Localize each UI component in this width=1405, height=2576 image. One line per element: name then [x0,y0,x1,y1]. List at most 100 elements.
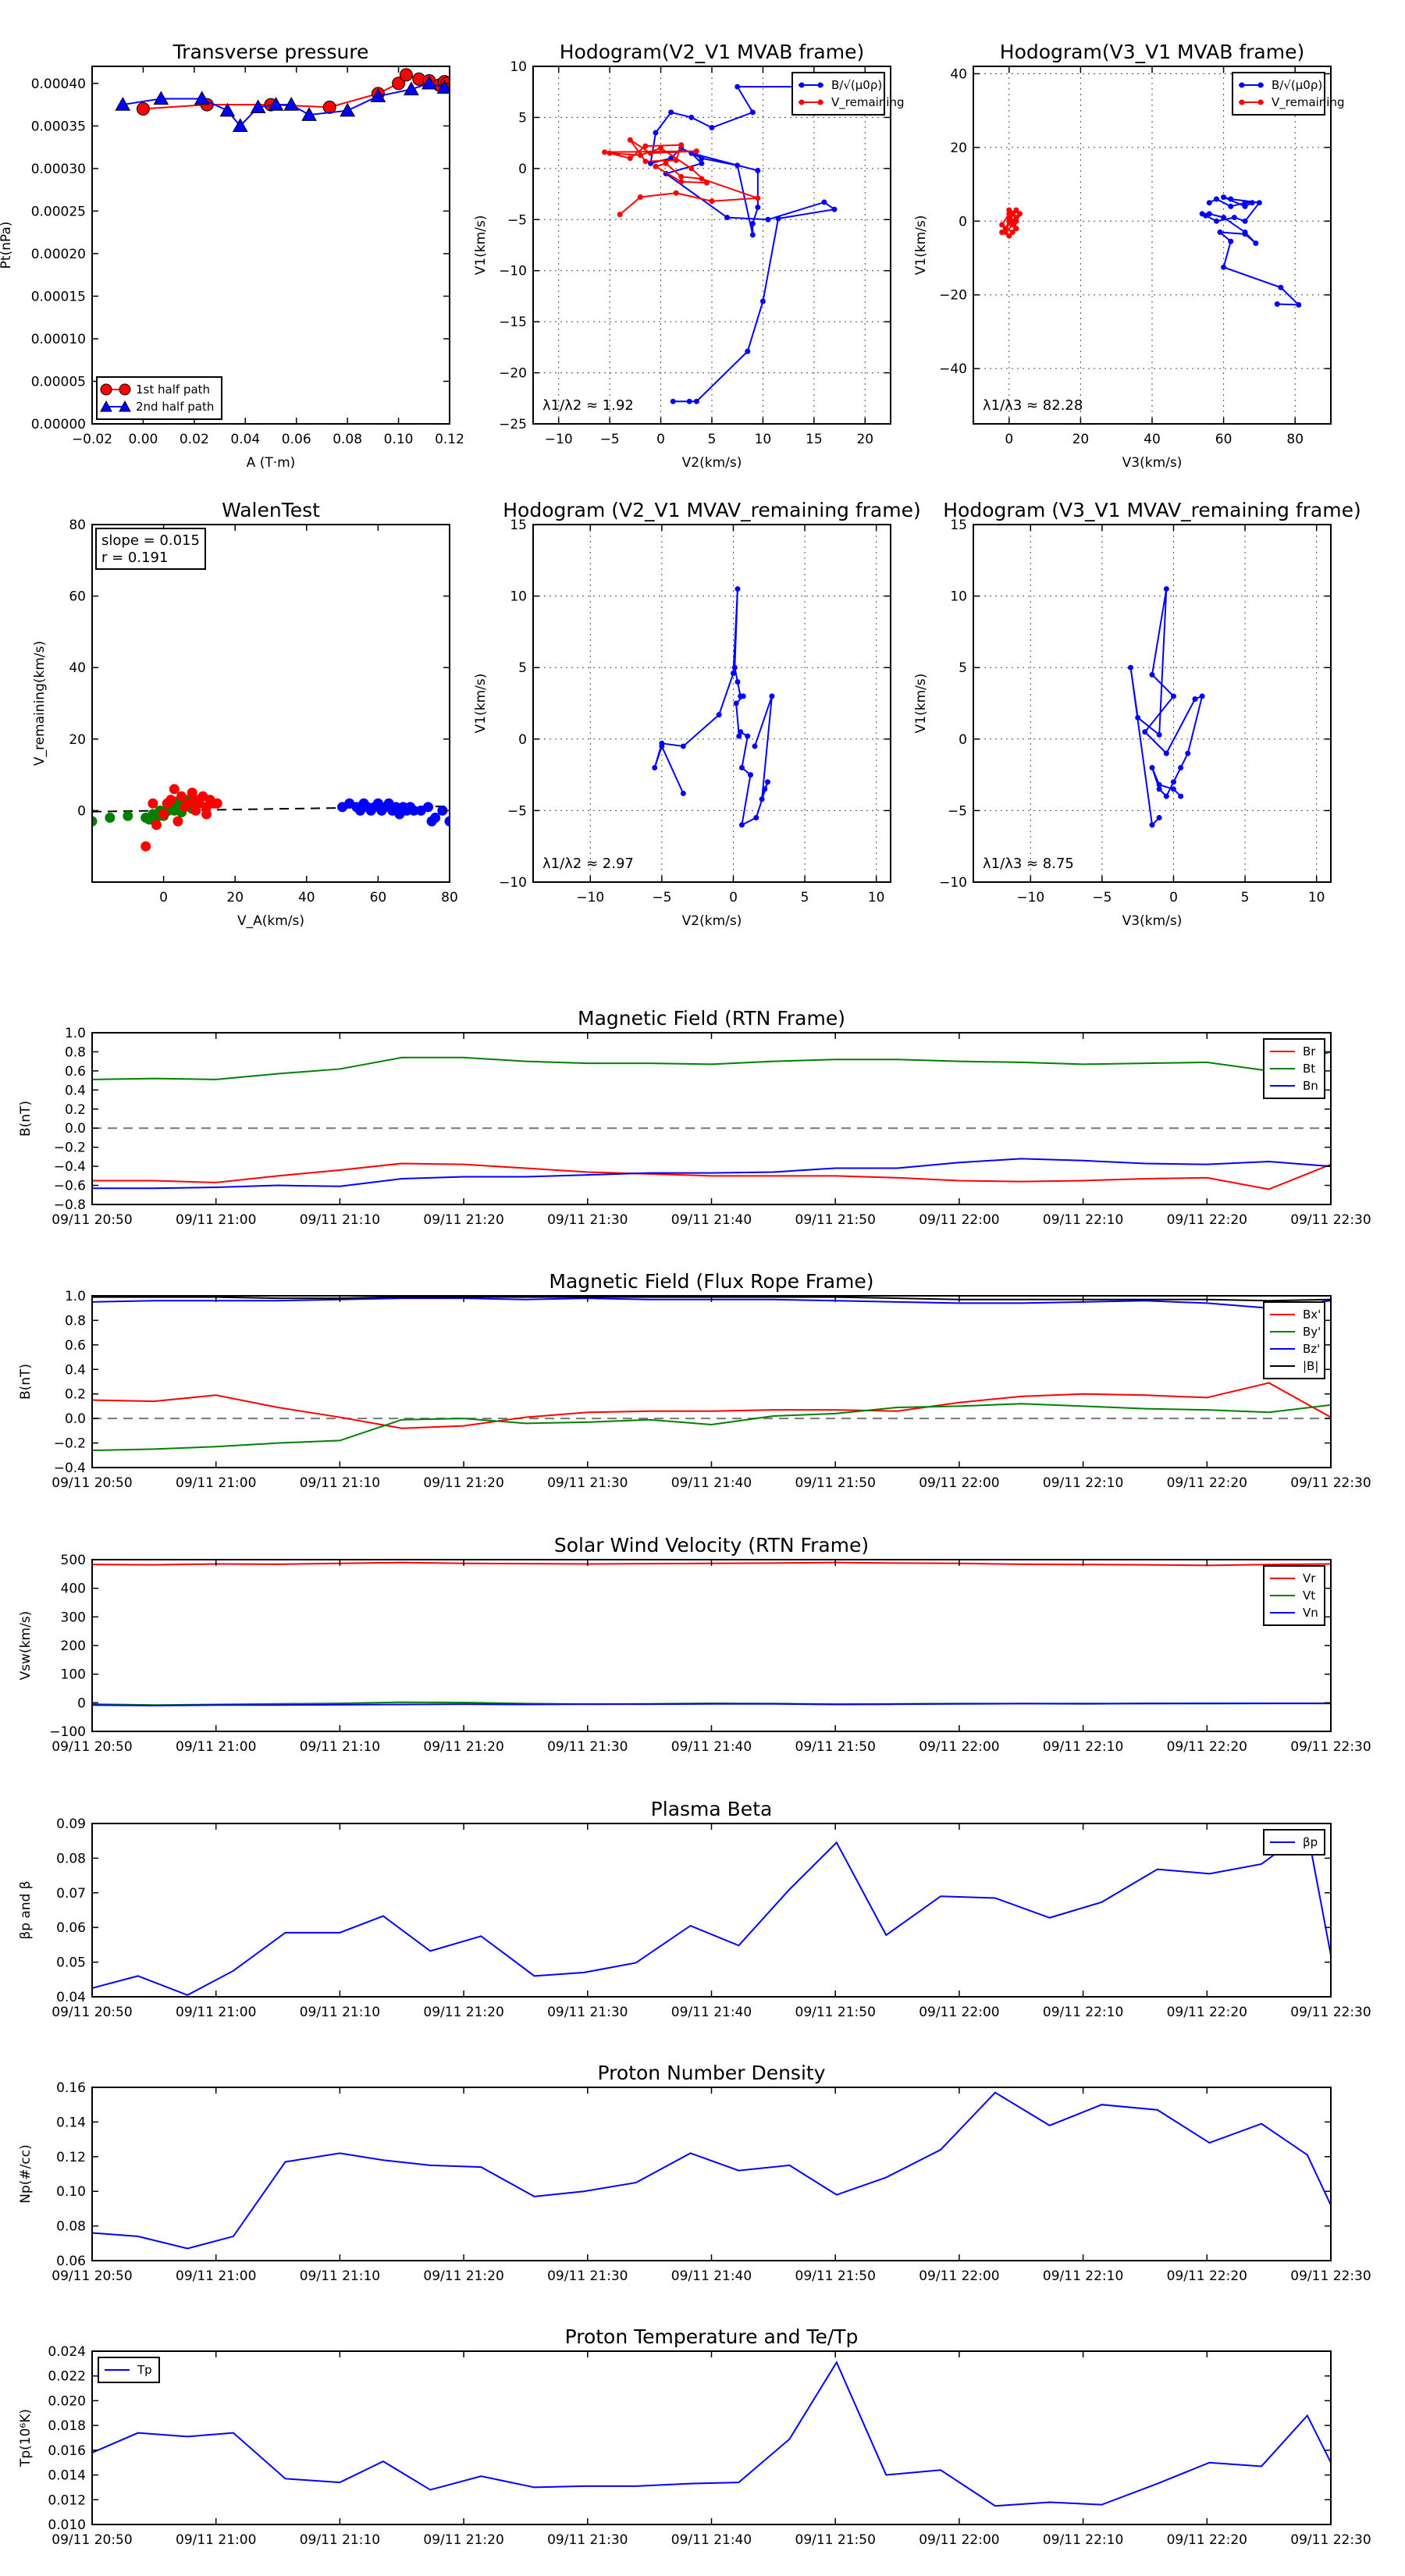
x-tick-label: 09/11 21:10 [300,1212,380,1228]
data-point [158,809,169,820]
y-tick-label: 40 [69,660,86,676]
data-point [699,176,705,182]
x-tick-label: 09/11 20:50 [52,2268,132,2284]
chart-title: Plasma Beta [651,1798,773,1820]
data-point [421,75,437,90]
y-tick-label: 1.0 [65,1026,86,1041]
series-group [1128,585,1205,828]
data-point [436,80,450,94]
data-point [1278,284,1284,290]
y-tick-label: 5 [959,660,967,676]
chart-title: WalenTest [222,499,320,521]
x-tick-label: 09/11 22:30 [1290,2268,1371,2284]
series-line-bn [92,1158,1331,1190]
y-tick-label: 0.6 [65,1338,86,1354]
axes-frame [91,2350,1332,2525]
x-tick-label: 09/11 21:00 [176,2005,256,2020]
x-tick-label: 09/11 22:30 [1290,1212,1371,1228]
legend-box [96,376,222,420]
data-point [1206,200,1212,206]
data-point [399,68,413,82]
series-group [92,2361,1331,2507]
x-tick-label: 09/11 21:40 [671,2532,752,2548]
y-tick-label: 0.022 [48,2369,86,2385]
y-tick-label: −20 [499,366,527,382]
x-tick-label: 09/11 21:20 [423,1739,503,1755]
legend-label: V_remaining [1272,95,1345,110]
data-point [606,150,613,156]
data-point [769,693,775,699]
legend-label: |B| [1303,1359,1318,1373]
data-point [693,148,699,155]
legend-label: Vt [1303,1589,1315,1603]
y-tick-label: 0.014 [48,2468,86,2484]
x-tick-label: 09/11 21:30 [547,2268,628,2284]
x-tick-label: 09/11 22:30 [1290,2532,1371,2548]
legend-marker [817,82,823,88]
data-point [153,91,169,105]
y-tick-label: 0.08 [56,1851,86,1866]
legend: Bx' By' Bz' |B| [1263,1301,1325,1379]
y-axis-label: B(nT) [18,1364,34,1400]
data-point [201,809,212,820]
x-tick-label: 0 [1005,432,1013,447]
y-tick-label: 0.018 [48,2418,86,2434]
x-tick-label: 09/11 21:50 [795,1739,876,1755]
legend-text: r = 0.191 [101,550,168,566]
data-point [1156,731,1162,738]
data-point [688,165,695,172]
x-tick-label: 20 [226,890,244,906]
y-tick-label: 0.00000 [31,417,86,432]
x-axis: −0.02 0.00 0.02 0.04 0.06 0.08 0.10 0.12 A (T·m) [72,66,464,471]
y-axis-label: Vsw(km/s) [18,1611,34,1681]
axes-frame [91,2087,1332,2261]
series-line-b0 [649,86,837,403]
data-point [1170,693,1176,699]
data-point [1242,200,1248,206]
x-tick-label: 09/11 21:10 [300,1475,380,1491]
chart-title: Proton Number Density [598,2062,826,2084]
chart-title: Transverse pressure [173,41,369,63]
x-tick-label: 09/11 21:00 [176,2268,256,2284]
data-point [1006,215,1012,221]
chart-np: Proton Number Density 09/11 20:50 09/11 21… [18,2062,1371,2284]
ratio-annotation: λ1/λ3 ≈ 8.75 [983,856,1074,872]
x-tick-label: 09/11 21:30 [547,2005,628,2020]
series-group [999,194,1302,308]
data-point [759,796,765,802]
data-point [653,130,659,136]
axes-frame [973,524,1332,883]
x-tick-label: 09/11 21:40 [671,2268,752,2284]
series-group [652,585,775,828]
axes-frame [532,66,891,425]
data-point [738,822,745,828]
data-point [250,99,266,114]
x-tick-label: 09/11 21:00 [176,1739,256,1755]
data-point [693,398,699,404]
series-markers [140,784,222,852]
data-point [140,841,151,852]
data-point [115,97,131,111]
x-tick-label: 60 [370,890,387,906]
y-tick-label: 0.010 [48,2517,86,2533]
series-line-p [92,1829,1331,1996]
y-tick-label: 0 [77,803,86,819]
y-axis-label: V1(km/s) [913,674,929,734]
data-point [1253,240,1259,247]
x-tick-label: 09/11 21:00 [176,1212,256,1228]
series-group [92,1296,1331,1451]
y-tick-label: 0 [959,214,967,229]
legend-label: Tp [137,2363,152,2377]
data-point [999,222,1005,228]
data-point [1163,750,1169,756]
data-point [1170,786,1176,792]
x-tick-label: 09/11 22:20 [1167,2005,1247,2020]
y-tick-label: 500 [61,1553,86,1568]
legend-label: 1st half path [136,382,210,397]
y-axis: −10 −5 0 5 10 15 V1(km/s) [913,518,1331,891]
data-point [1128,664,1134,671]
data-point [753,815,759,821]
x-tick-label: 09/11 22:20 [1167,2268,1247,2284]
